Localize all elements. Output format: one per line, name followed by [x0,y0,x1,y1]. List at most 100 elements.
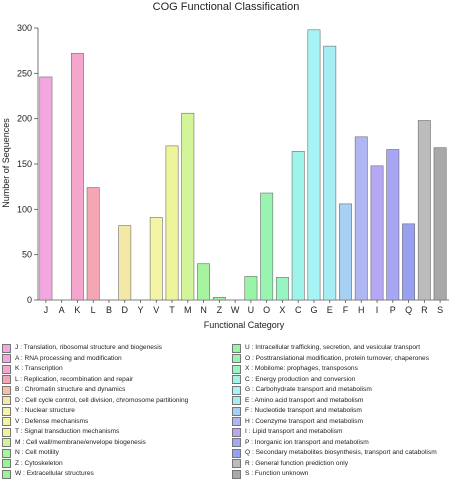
x-tick-label-C: C [295,305,302,315]
legend-swatch [232,417,241,427]
legend-label: Q : Secondary metabolites biosynthesis, … [245,449,437,456]
bar-Q [402,223,416,301]
legend-column-left: J : Translation, ribosomal structure and… [2,343,227,480]
bar-E [323,45,337,301]
y-tick-label: 250 [17,68,32,78]
legend-swatch [232,364,241,374]
y-tick-label: 100 [17,204,32,214]
legend-item-Z: Z : Cytoskeleton [2,459,227,470]
x-tick-label-F: F [343,305,349,315]
legend-label: P : Inorganic ion transport and metaboli… [245,438,369,446]
x-tick-label-Z: Z [217,305,223,315]
bar-Z [212,296,226,301]
x-tick-label-B: B [106,305,112,315]
bar-J [39,76,53,301]
legend-label: C : Energy production and conversion [245,375,356,383]
legend-swatch [2,469,11,479]
y-axis-ticks: 0 50 100 150 200 250 300 [17,23,38,305]
bar-D [118,225,132,301]
legend-item-C: C : Energy production and conversion [232,375,449,386]
legend-swatch [2,406,11,416]
legend-swatch [232,406,241,416]
x-tick-label-L: L [91,305,96,315]
bar-G [307,29,321,301]
bar-H [354,136,368,301]
y-tick-label: 50 [22,250,32,260]
legend-label: U : Intracellular trafficking, secretion… [245,344,421,351]
bar-C [291,151,305,301]
legend-item-Y: Y : Nuclear structure [2,406,227,417]
x-tick-label-O: O [263,305,270,315]
legend-label: S : Function unknown [245,470,309,477]
legend-item-L: L : Replication, recombination and repai… [2,375,227,386]
legend-swatch [2,438,11,448]
x-tick-label-A: A [59,305,65,315]
x-axis-title: Functional Category [204,320,285,330]
chart-title: COG Functional Classification [153,1,300,13]
legend-label: A : RNA processing and modification [15,354,122,362]
y-tick-label: 300 [17,23,32,33]
legend: J : Translation, ribosomal structure and… [0,343,449,481]
legend-item-W: W : Extracellular structures [2,469,227,480]
legend-item-N: N : Cell motility [2,448,227,459]
x-tick-label-I: I [376,305,379,315]
legend-item-T: T : Signal transduction mechanisms [2,427,227,438]
legend-swatch [2,354,11,364]
legend-label: X : Mobilome: prophages, transposons [245,365,358,372]
legend-item-M: M : Cell wall/membrane/envelope biogenes… [2,438,227,449]
legend-item-F: F : Nucleotide transport and metabolism [232,406,449,417]
legend-item-V: V : Defense mechanisms [2,417,227,428]
bar-S [433,147,447,301]
bar-R [417,120,431,301]
y-axis-title: Number of Sequences [1,118,11,208]
x-tick-label-S: S [437,305,443,315]
legend-item-U: U : Intracellular trafficking, secretion… [232,343,449,354]
y-tick-label: 150 [17,159,32,169]
bar-X [275,277,289,301]
legend-swatch [2,448,11,458]
legend-swatch [2,343,11,353]
x-tick-label-N: N [200,305,207,315]
legend-item-I: I : Lipid transport and metabolism [232,427,449,438]
legend-item-O: O : Posttranslational modification, prot… [232,354,449,365]
bar-F [339,203,352,301]
bar-P [386,149,400,301]
legend-swatch [232,448,241,458]
legend-label: D : Cell cycle control, cell division, c… [15,396,189,404]
legend-swatch [2,459,11,469]
legend-label: L : Replication, recombination and repai… [15,375,134,383]
x-tick-label-R: R [421,305,428,315]
legend-label: G : Carbohydrate transport and metabolis… [245,386,372,393]
x-tick-label-K: K [74,305,80,315]
legend-swatch [2,417,11,427]
legend-item-D: D : Cell cycle control, cell division, c… [2,396,227,407]
legend-item-R: R : General function prediction only [232,459,449,470]
x-tick-label-D: D [121,305,128,315]
y-tick-label: 200 [17,114,32,124]
legend-item-J: J : Translation, ribosomal structure and… [2,343,227,354]
legend-swatch [232,459,241,469]
legend-swatch [232,438,241,448]
x-tick-label-Q: Q [405,305,412,315]
y-tick-label: 0 [27,295,32,305]
legend-label: T : Signal transduction mechanisms [15,428,120,435]
bar-O [260,192,274,301]
legend-label: I : Lipid transport and metabolism [245,428,343,435]
legend-label: Y : Nuclear structure [15,407,75,414]
bar-T [165,145,179,301]
legend-label: B : Chromatin structure and dynamics [15,386,126,393]
legend-label: K : Transcription [15,365,63,372]
legend-swatch [232,396,241,406]
x-tick-label-Y: Y [137,305,143,315]
legend-swatch [2,385,11,395]
x-tick-label-X: X [279,305,285,315]
legend-label: V : Defense mechanisms [15,417,89,425]
legend-swatch [2,396,11,406]
x-tick-label-M: M [184,305,192,315]
bars-group [39,29,447,301]
x-tick-label-T: T [169,305,175,315]
legend-item-G: G : Carbohydrate transport and metabolis… [232,385,449,396]
legend-swatch [232,427,241,437]
legend-item-Q: Q : Secondary metabolites biosynthesis, … [232,448,449,459]
